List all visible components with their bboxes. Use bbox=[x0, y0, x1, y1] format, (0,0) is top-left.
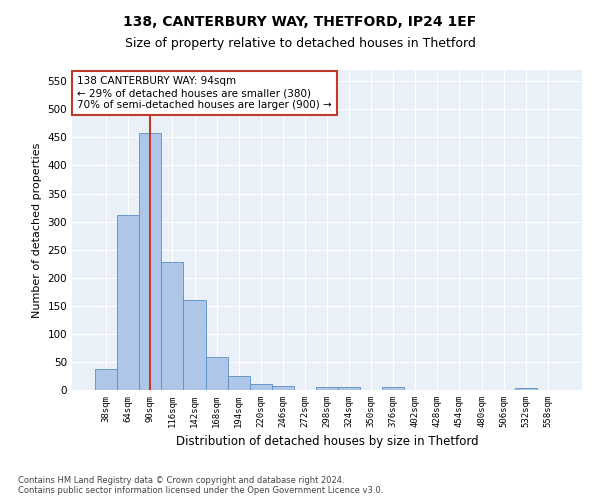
Bar bbox=[161, 262, 184, 390]
Bar bbox=[338, 386, 360, 390]
Bar bbox=[206, 358, 227, 390]
Bar bbox=[515, 388, 537, 390]
Bar bbox=[382, 387, 404, 390]
Text: 138, CANTERBURY WAY, THETFORD, IP24 1EF: 138, CANTERBURY WAY, THETFORD, IP24 1EF bbox=[124, 15, 476, 29]
Bar bbox=[184, 300, 206, 390]
Text: Size of property relative to detached houses in Thetford: Size of property relative to detached ho… bbox=[125, 38, 475, 51]
Text: 138 CANTERBURY WAY: 94sqm
← 29% of detached houses are smaller (380)
70% of semi: 138 CANTERBURY WAY: 94sqm ← 29% of detac… bbox=[77, 76, 332, 110]
Text: Contains HM Land Registry data © Crown copyright and database right 2024.
Contai: Contains HM Land Registry data © Crown c… bbox=[18, 476, 383, 495]
Bar bbox=[316, 387, 338, 390]
Bar bbox=[227, 376, 250, 390]
Bar bbox=[272, 386, 294, 390]
Bar bbox=[117, 216, 139, 390]
X-axis label: Distribution of detached houses by size in Thetford: Distribution of detached houses by size … bbox=[176, 436, 478, 448]
Bar bbox=[95, 368, 117, 390]
Bar bbox=[250, 384, 272, 390]
Y-axis label: Number of detached properties: Number of detached properties bbox=[32, 142, 42, 318]
Bar bbox=[139, 133, 161, 390]
